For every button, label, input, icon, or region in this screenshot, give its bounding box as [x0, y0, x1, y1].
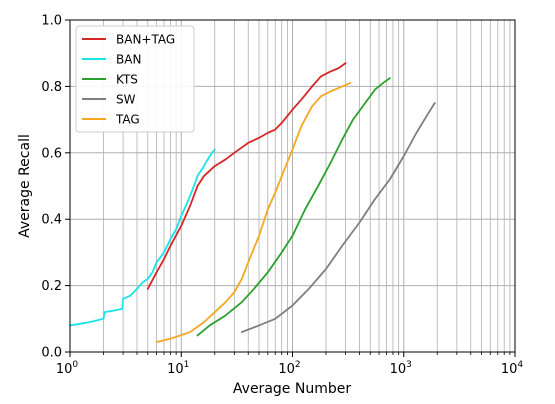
legend-label: KTS	[116, 73, 138, 87]
y-tick-label: 0.6	[41, 146, 62, 161]
legend-label: TAG	[115, 113, 140, 127]
x-tick-base: 10	[56, 362, 73, 377]
x-tick-label: 102	[278, 360, 300, 377]
x-tick-base: 10	[278, 362, 295, 377]
x-tick-exponent: 2	[295, 360, 301, 370]
x-tick-exponent: 1	[184, 360, 190, 370]
series-lines	[69, 62, 436, 343]
legend: BAN+TAG BAN KTS SW TAG	[75, 25, 195, 133]
x-tick-exponent: 4	[517, 360, 523, 370]
series-line-kts	[196, 77, 391, 337]
x-axis-label: Average Number	[233, 381, 351, 397]
series-line-ban	[69, 148, 216, 327]
x-tick-label: 101	[167, 360, 189, 377]
legend-label: BAN+TAG	[116, 33, 175, 47]
series-line-ban-tag	[146, 62, 347, 290]
x-tick-exponent: 0	[72, 360, 78, 370]
y-tick-label: 0.2	[41, 279, 62, 294]
series-line-sw	[240, 102, 436, 333]
x-tick-exponent: 3	[406, 360, 412, 370]
x-tick-base: 10	[167, 362, 184, 377]
legend-label: SW	[116, 93, 136, 107]
legend-label: BAN	[116, 53, 141, 67]
series-line-tag	[155, 82, 352, 343]
legend-box	[75, 25, 195, 133]
y-tick-label: 1.0	[41, 14, 62, 29]
x-tick-label: 100	[56, 360, 79, 377]
x-tick-base: 10	[390, 362, 407, 377]
y-tick-label: 0.8	[41, 80, 62, 95]
y-axis-label: Average Recall	[17, 134, 33, 238]
x-tick-label: 104	[501, 360, 524, 377]
y-tick-label: 0.0	[41, 346, 62, 361]
x-tick-label: 103	[390, 360, 412, 377]
x-tick-base: 10	[501, 362, 518, 377]
y-tick-label: 0.4	[41, 213, 62, 228]
